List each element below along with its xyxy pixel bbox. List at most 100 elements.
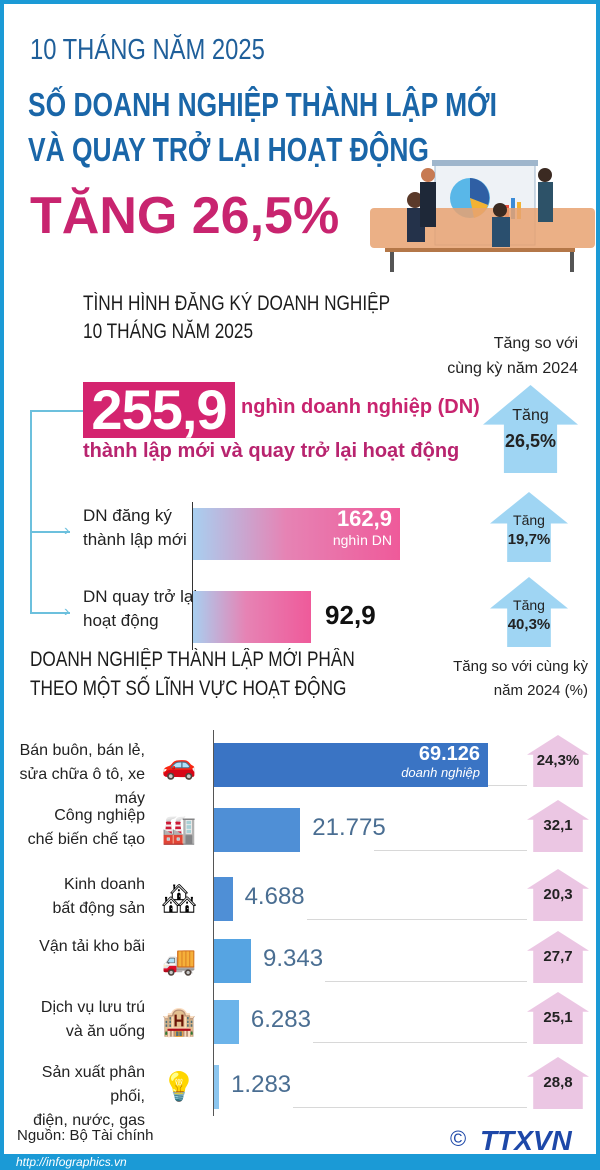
chart-row: Kinh doanh bất động sản 🏘 4.688 20,3 — [0, 869, 600, 921]
growth-value: 24,3% — [536, 752, 580, 769]
growth-label: Tăng — [513, 512, 545, 528]
chart-row: Sản xuất phân phối, điện, nước, gas 💡 1.2… — [0, 1057, 600, 1129]
bracket-line — [30, 410, 32, 614]
category-label-line: Kinh doanh — [64, 876, 145, 893]
category-label-line: sửa chữa ô tô, xe máy — [19, 766, 145, 807]
label-line: hoạt động — [83, 611, 159, 630]
house-key-icon: 🏘 — [161, 883, 197, 914]
guide-line — [293, 1107, 527, 1108]
headline-growth: TĂNG 26,5% — [30, 187, 340, 245]
registration-title-line-1: TÌNH HÌNH ĐĂNG KÝ DOANH NGHIỆP — [83, 292, 391, 315]
bar-value: 162,9 — [336, 506, 392, 531]
category-label: Sản xuất phân phối, điện, nước, gas — [5, 1061, 145, 1133]
bar-unit: nghìn DN — [332, 532, 392, 548]
chart-row: Bán buôn, bán lẻ, sửa chữa ô tô, xe máy 🚗… — [0, 735, 600, 807]
item-label: DN đăng ký thành lập mới — [83, 504, 187, 552]
bar-unit-label: doanh nghiệp — [401, 765, 480, 780]
registration-compare-header: Tăng so với cùng kỳ năm 2024 — [440, 331, 578, 381]
growth-arrow: 24,3% — [527, 735, 589, 787]
growth-value: 20,3 — [543, 886, 573, 903]
item-label: DN quay trở lại hoạt động — [83, 585, 197, 633]
growth-arrow: 32,1 — [527, 800, 589, 852]
bar — [214, 939, 252, 983]
category-label-line: Vận tải kho bãi — [39, 938, 145, 955]
title-line-1: SỐ DOANH NGHIỆP THÀNH LẬP MỚI — [28, 86, 497, 123]
compare-header-line-2: cùng kỳ năm 2024 — [447, 360, 578, 377]
bracket-arrow-1 — [30, 531, 70, 533]
truck-icon: 🚚 — [161, 945, 197, 976]
registration-axis — [192, 502, 193, 650]
category-label: Kinh doanh bất động sản — [5, 873, 145, 921]
guide-line — [306, 919, 527, 920]
category-label-line: Dịch vụ lưu trú — [40, 999, 145, 1016]
total-value-box: 255,9 — [83, 382, 235, 438]
registration-bar-returning — [193, 591, 312, 643]
chart-title-line-1: DOANH NGHIỆP THÀNH LẬP MỚI PHÂN — [30, 648, 355, 671]
registration-bar-new: 162,9 nghìn DN — [193, 508, 400, 560]
growth-arrow: 20,3 — [527, 869, 589, 921]
total-growth-arrow: Tăng 26,5% — [483, 385, 578, 473]
ttxvn-logo: TTXVN — [480, 1125, 572, 1156]
chart-axis — [213, 730, 214, 1116]
bracket-line — [30, 410, 83, 412]
chart-title-line-2: THEO MỘT SỐ LĨNH VỰC HOẠT ĐỘNG — [30, 677, 347, 700]
chart-row: Vận tải kho bãi 🚚 9.343 27,7 — [0, 931, 600, 983]
growth-label: Tăng — [512, 407, 549, 424]
bar-value-label: 1.283 — [231, 1071, 292, 1098]
bar-label-group: 69.126 doanh nghiệp — [214, 743, 488, 787]
source-note: Nguồn: Bộ Tài chính — [17, 1127, 154, 1144]
category-label-line: Công nghiệp — [54, 807, 145, 824]
category-label: Bán buôn, bán lẻ, sửa chữa ô tô, xe máy — [5, 739, 145, 811]
chevron-right-icon: › — [64, 603, 70, 620]
category-label-line: và ăn uống — [65, 1023, 145, 1040]
bracket-arrow-2 — [30, 612, 70, 614]
copyright-icon: © — [450, 1126, 467, 1151]
growth-value: 25,1 — [543, 1009, 573, 1026]
utilities-icon: 💡 — [161, 1071, 197, 1102]
growth-value: 32,1 — [543, 817, 573, 834]
hotel-icon: 🏨 — [161, 1006, 197, 1037]
category-label-line: điện, nước, gas — [33, 1112, 145, 1129]
category-label-line: chế biến chế tạo — [27, 831, 145, 848]
growth-arrow-new: Tăng 19,7% — [490, 492, 568, 562]
bar — [214, 808, 301, 852]
bar-value: 92,9 — [325, 600, 376, 630]
label-line: thành lập mới — [83, 530, 187, 549]
label-line: DN đăng ký — [83, 506, 172, 525]
registration-title: TÌNH HÌNH ĐĂNG KÝ DOANH NGHIỆP 10 THÁNG … — [83, 290, 390, 346]
growth-arrow: 27,7 — [527, 931, 589, 983]
guide-line — [488, 785, 527, 786]
chevron-right-icon: › — [64, 522, 70, 539]
growth-arrow-returning: Tăng 40,3% — [490, 577, 568, 647]
footer-url[interactable]: http://infographics.vn — [0, 1154, 600, 1170]
label-line: DN quay trở lại — [83, 587, 198, 606]
total-unit: nghìn doanh nghiệp (DN) — [241, 396, 480, 418]
chart-row: Công nghiệp chế biến chế tạo 🏭 21.775 32,… — [0, 800, 600, 852]
growth-value: 27,7 — [543, 948, 573, 965]
bar-value-label: 9.343 — [263, 945, 324, 972]
car-motorbike-icon: 🚗 — [161, 749, 197, 780]
category-label-line: Bán buôn, bán lẻ, — [19, 742, 145, 759]
bar-value-label: 6.283 — [250, 1006, 311, 1033]
category-label-line: Sản xuất phân phối, — [41, 1064, 145, 1105]
growth-value: 28,8 — [543, 1074, 573, 1091]
total-description: thành lập mới và quay trở lại hoạt động — [83, 440, 460, 462]
growth-arrow: 25,1 — [527, 992, 589, 1044]
bar-value-label: 69.126 — [418, 743, 480, 765]
registration-title-line-2: 10 THÁNG NĂM 2025 — [83, 320, 254, 343]
growth-label: Tăng — [513, 597, 545, 613]
growth-value: 40,3% — [507, 616, 551, 633]
growth-value: 26,5% — [504, 431, 557, 451]
bar — [214, 1000, 239, 1044]
growth-header-line-2: năm 2024 (%) — [493, 682, 588, 699]
factory-conveyor-icon: 🏭 — [161, 814, 197, 845]
chart-row: Dịch vụ lưu trú và ăn uống 🏨 6.283 25,1 — [0, 992, 600, 1044]
category-label: Dịch vụ lưu trú và ăn uống — [5, 996, 145, 1044]
growth-value: 19,7% — [507, 531, 551, 548]
bar — [214, 877, 233, 921]
category-label-line: bất động sản — [52, 900, 145, 917]
bar — [214, 1065, 220, 1109]
bar-value-label: 4.688 — [244, 883, 305, 910]
period-heading: 10 THÁNG NĂM 2025 — [30, 34, 265, 66]
growth-header-line-1: Tăng so với cùng kỳ — [453, 658, 588, 675]
